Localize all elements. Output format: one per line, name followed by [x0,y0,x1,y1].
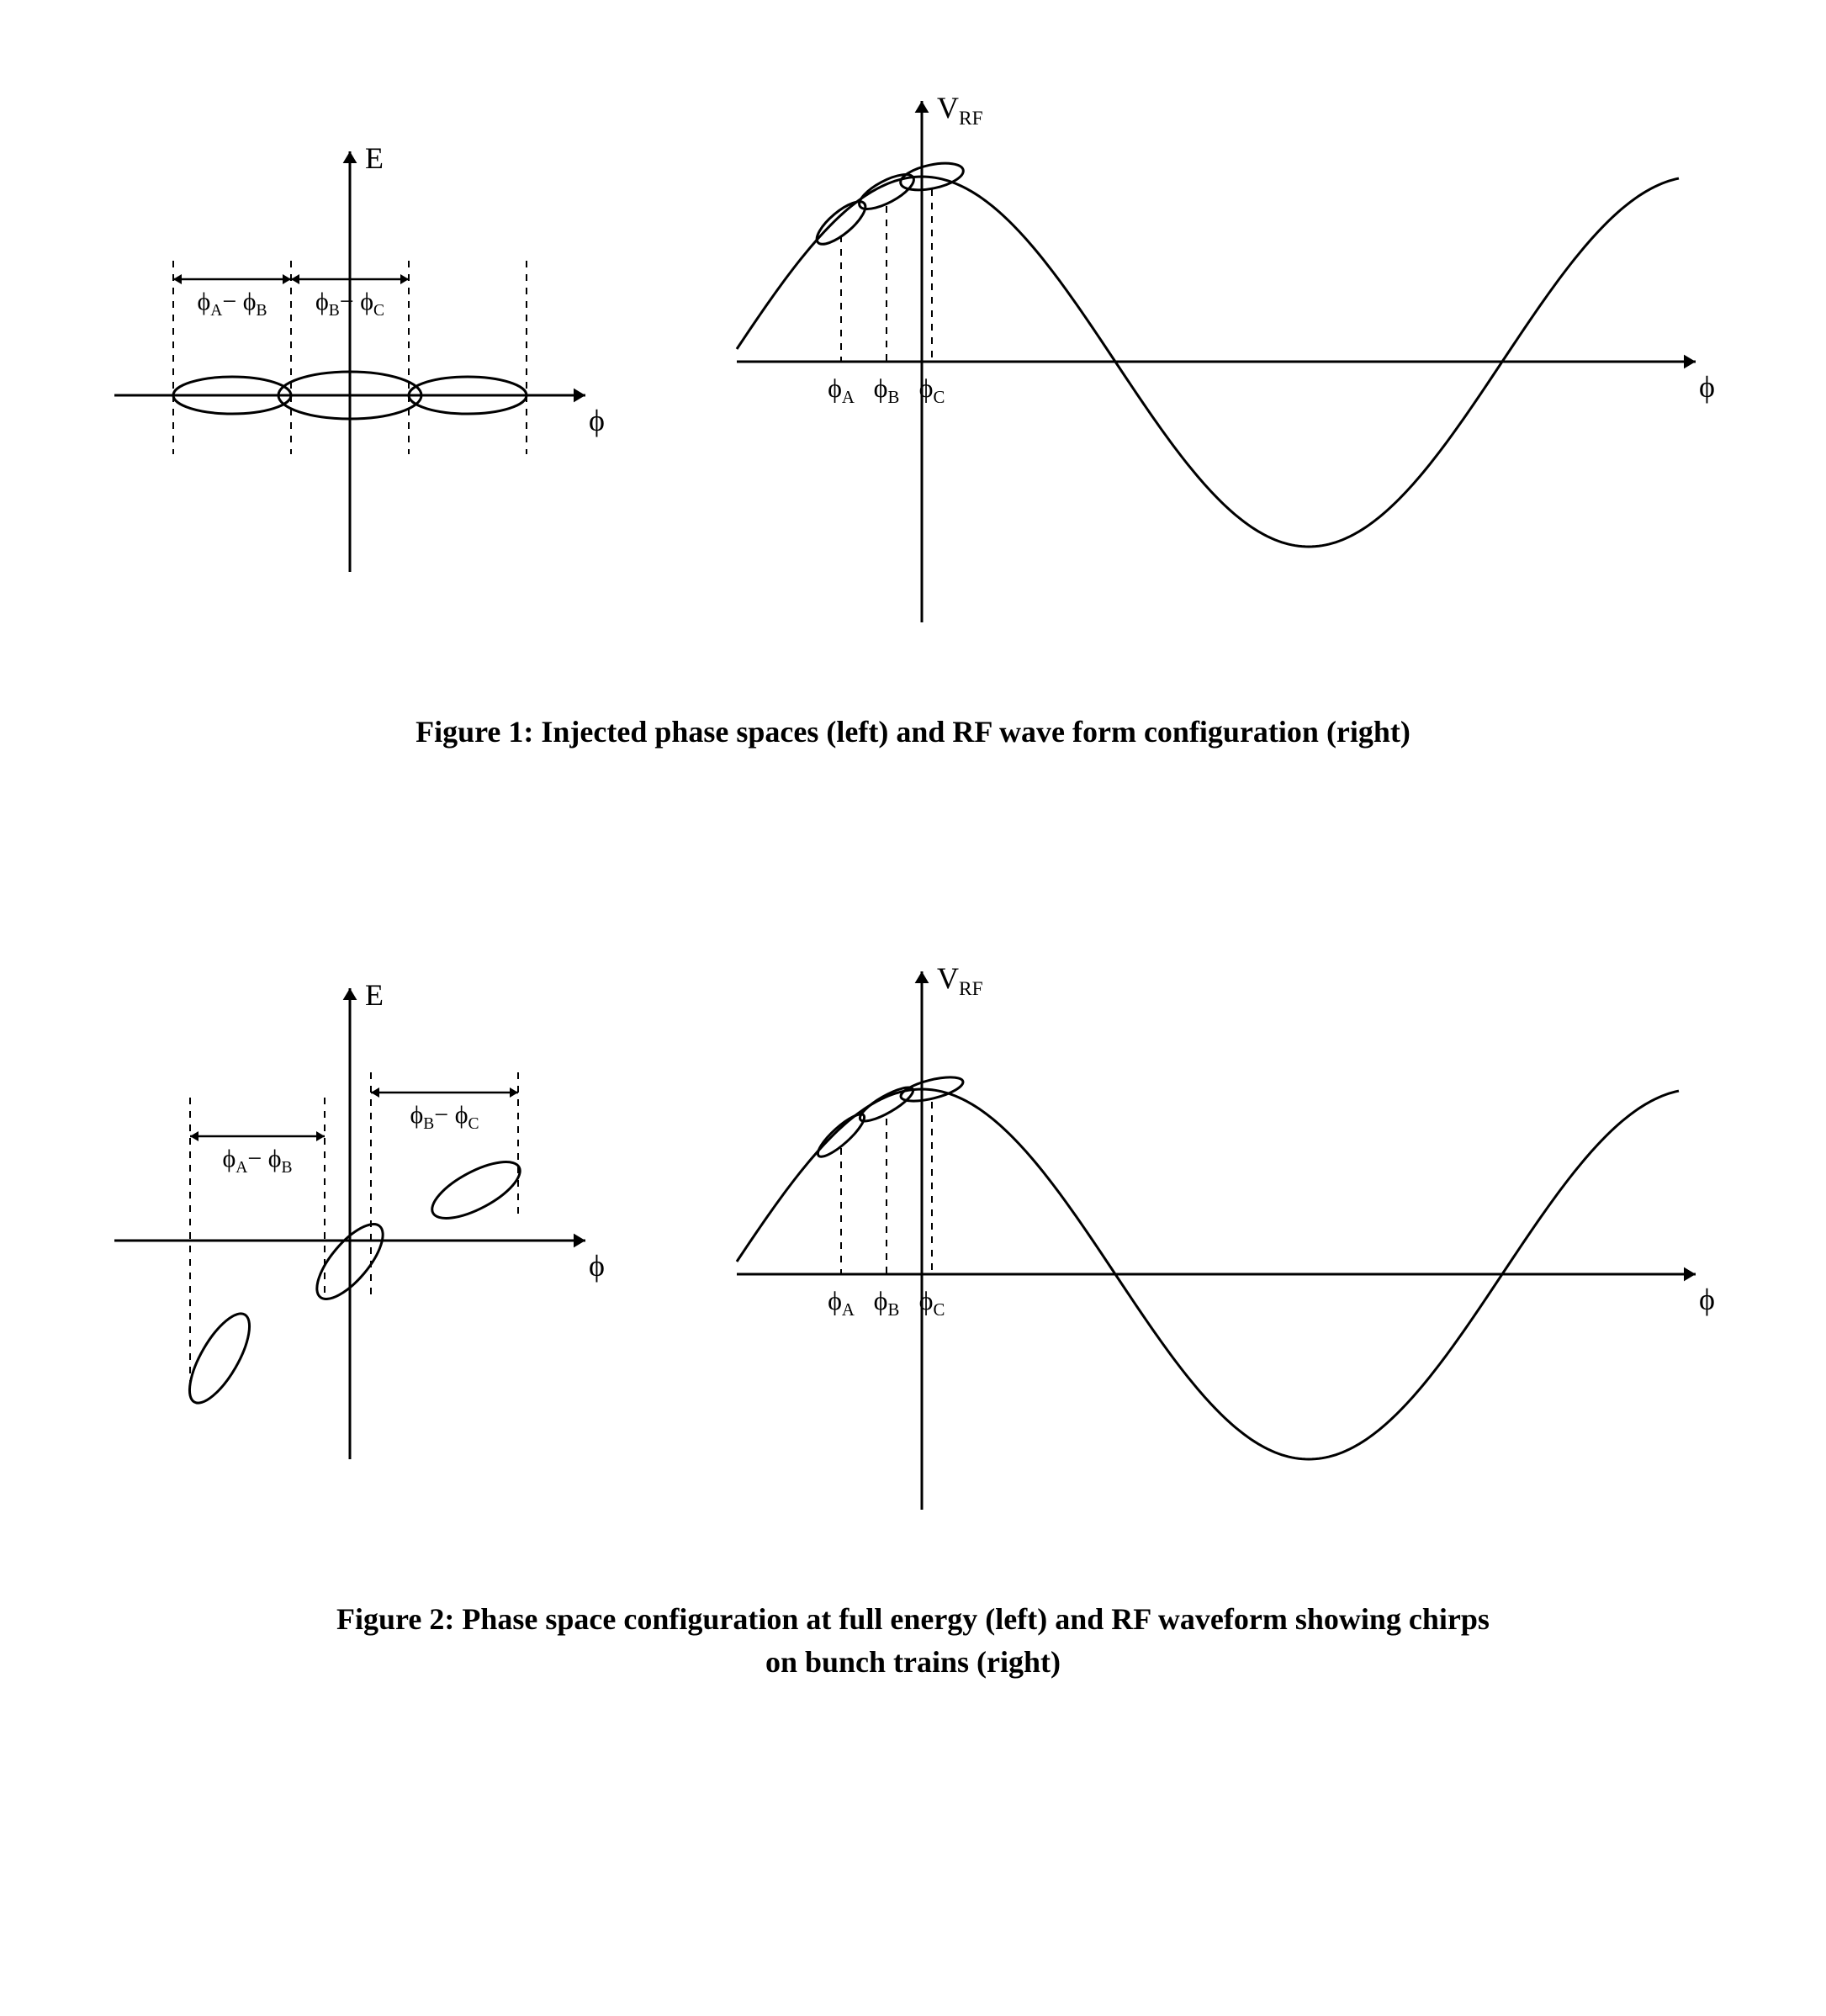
svg-text:ϕB: ϕB [873,1285,899,1320]
svg-text:ϕC: ϕC [918,373,945,407]
svg-text:ϕ: ϕ [1699,370,1715,404]
svg-text:ϕA: ϕA [828,373,855,407]
svg-text:ϕA− ϕB: ϕA− ϕB [197,288,267,320]
figure-2-right-panel: ϕ VRF ϕA ϕB ϕC [686,904,1746,1548]
figure-2-row: ϕ EϕA− ϕB ϕB− ϕC ϕ VRF ϕA ϕB ϕC [50,904,1776,1548]
svg-text:VRF: VRF [937,961,983,1000]
phase-space-diagram-1: ϕ EϕA− ϕB ϕB− ϕC [81,101,619,622]
svg-text:ϕ: ϕ [1699,1283,1715,1316]
svg-text:ϕ: ϕ [589,1249,605,1283]
svg-text:ϕC: ϕC [918,1285,945,1320]
svg-text:E: E [365,141,384,175]
figure-1: ϕ EϕA− ϕB ϕB− ϕC ϕ VRF ϕA ϕB ϕC Figure 1: Inje… [50,67,1776,753]
svg-text:ϕB: ϕB [873,373,899,407]
rf-waveform-1: ϕ VRF ϕA ϕB ϕC [686,67,1746,656]
figure-2-left-panel: ϕ EϕA− ϕB ϕB− ϕC [81,938,619,1514]
svg-text:VRF: VRF [937,91,983,130]
phase-space-diagram-2: ϕ EϕA− ϕB ϕB− ϕC [81,938,619,1510]
svg-text:ϕA: ϕA [828,1285,855,1320]
figure-2-caption: Figure 2: Phase space configuration at f… [50,1598,1776,1683]
svg-text:ϕB− ϕC: ϕB− ϕC [315,288,384,320]
page: ϕ EϕA− ϕB ϕB− ϕC ϕ VRF ϕA ϕB ϕC Figure 1: Inje… [50,67,1776,1683]
rf-waveform-2: ϕ VRF ϕA ϕB ϕC [686,904,1746,1543]
figure-2: ϕ EϕA− ϕB ϕB− ϕC ϕ VRF ϕA ϕB ϕC Figure 2: Phas… [50,904,1776,1683]
svg-text:E: E [365,978,384,1012]
svg-text:ϕB− ϕC: ϕB− ϕC [410,1101,479,1133]
svg-text:ϕ: ϕ [589,404,605,437]
figure-1-caption: Figure 1: Injected phase spaces (left) a… [50,711,1776,753]
figure-1-left-panel: ϕ EϕA− ϕB ϕB− ϕC [81,101,619,627]
figure-1-row: ϕ EϕA− ϕB ϕB− ϕC ϕ VRF ϕA ϕB ϕC [50,67,1776,660]
svg-text:ϕA− ϕB: ϕA− ϕB [222,1145,292,1177]
figure-1-right-panel: ϕ VRF ϕA ϕB ϕC [686,67,1746,660]
figure-2-caption-line2: on bunch trains (right) [765,1645,1061,1679]
figure-2-caption-line1: Figure 2: Phase space configuration at f… [336,1602,1490,1636]
